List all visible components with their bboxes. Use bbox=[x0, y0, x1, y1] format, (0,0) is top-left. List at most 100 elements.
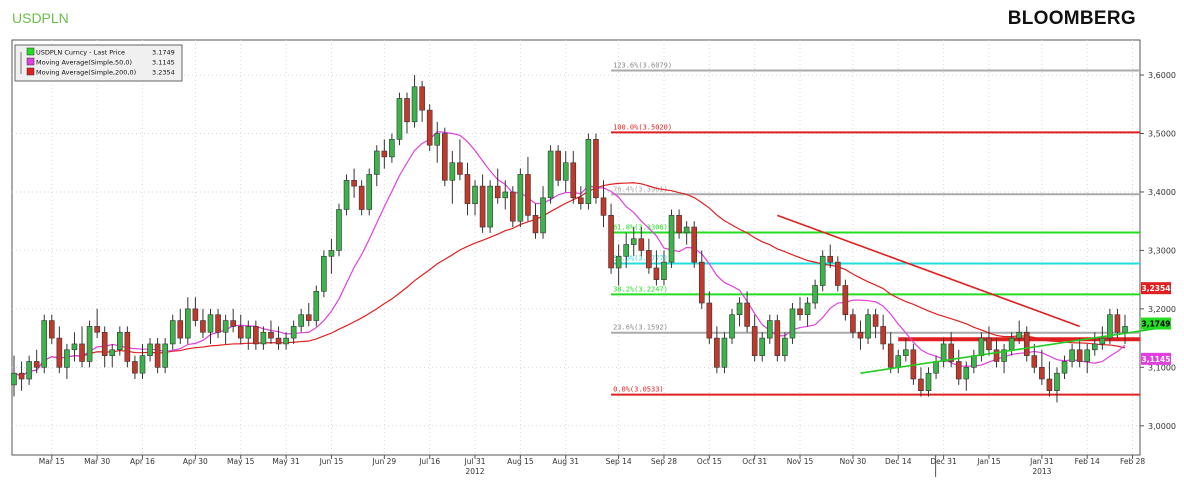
trendlines bbox=[777, 214, 1171, 374]
candle-body bbox=[162, 343, 168, 368]
last-value-tags: 3,2354 3,1749 3,1145 bbox=[1141, 282, 1171, 365]
x-tick-label: Nov 30 bbox=[840, 457, 867, 466]
candle-body bbox=[782, 337, 788, 356]
candle-body bbox=[842, 285, 849, 316]
candle-body bbox=[766, 320, 773, 339]
candle-body bbox=[283, 337, 289, 345]
candle-body bbox=[880, 326, 886, 345]
candle-body bbox=[222, 320, 229, 333]
candle-body bbox=[608, 215, 614, 269]
candle-body bbox=[562, 162, 569, 181]
candle-body bbox=[993, 349, 1000, 362]
candle-body bbox=[185, 308, 191, 339]
candle-body bbox=[169, 320, 176, 345]
candle-body bbox=[147, 343, 153, 356]
candle-body bbox=[615, 255, 622, 269]
candle-body bbox=[729, 314, 735, 339]
candle-body bbox=[253, 326, 259, 345]
candle-body bbox=[449, 162, 456, 181]
candle-body bbox=[366, 174, 373, 210]
candle-body bbox=[177, 320, 184, 339]
candle-body bbox=[585, 139, 592, 204]
candle-body bbox=[630, 238, 637, 245]
legend-swatch bbox=[26, 47, 35, 56]
ticker-label: USDPLN bbox=[12, 10, 69, 26]
candle-body bbox=[132, 361, 138, 374]
candle-body bbox=[721, 337, 728, 368]
candle-body bbox=[1008, 337, 1015, 351]
candle-body bbox=[646, 250, 652, 269]
candle-body bbox=[789, 308, 796, 339]
candle-body bbox=[64, 349, 70, 368]
candle-body bbox=[101, 331, 108, 356]
trendline-downtrend bbox=[777, 214, 1080, 328]
candle-body bbox=[343, 179, 350, 210]
candle-body bbox=[819, 255, 826, 286]
candle-body bbox=[683, 226, 690, 234]
candle-body bbox=[759, 337, 766, 356]
fib-label: 23.6%(3.1592) bbox=[613, 324, 668, 332]
candle-body bbox=[245, 326, 252, 339]
y-tick-label: 3,1000 bbox=[1148, 363, 1176, 372]
x-tick-label: Sep 28 bbox=[651, 457, 677, 466]
candle-body bbox=[411, 86, 418, 123]
candle-body bbox=[1023, 331, 1030, 356]
x-tick-label: Apr 30 bbox=[183, 457, 208, 466]
candle-body bbox=[1099, 337, 1106, 345]
fib-label: 100.0%(3.5020) bbox=[613, 123, 672, 131]
candle-body bbox=[321, 255, 327, 292]
grid bbox=[12, 40, 1140, 455]
candle-body bbox=[1122, 326, 1128, 333]
fib-label: 0.0%(3.0533) bbox=[613, 386, 664, 394]
candle-body bbox=[955, 361, 962, 380]
candle-body bbox=[1069, 349, 1075, 362]
candle-body bbox=[1114, 314, 1121, 333]
value-tag bbox=[1141, 352, 1171, 365]
candle-body bbox=[1084, 349, 1091, 362]
candle-body bbox=[804, 302, 811, 316]
candle-body bbox=[389, 139, 395, 158]
candle-body bbox=[1001, 349, 1007, 362]
candle-body bbox=[494, 185, 501, 199]
candle-body bbox=[336, 209, 342, 251]
candle-body bbox=[676, 215, 682, 234]
legend-value: 3.1145 bbox=[152, 59, 175, 67]
candles bbox=[11, 75, 1128, 403]
candle-body bbox=[1076, 349, 1083, 362]
candle-body bbox=[472, 185, 478, 204]
candle-body bbox=[154, 343, 161, 368]
y-tick-label: 3,3000 bbox=[1148, 246, 1176, 255]
x-tick-label: Mar 30 bbox=[84, 457, 110, 466]
candle-body bbox=[706, 302, 713, 339]
y-axis: 3,6000 3,5000 3,4000 3,3000 3,2000 3,1000 3,00… bbox=[1140, 71, 1176, 431]
candle-body bbox=[593, 139, 599, 199]
candle-body bbox=[570, 162, 577, 199]
candle-body bbox=[948, 343, 954, 362]
ma200-line bbox=[13, 182, 1126, 377]
x-tick-label: Jun 15 bbox=[319, 457, 344, 466]
candle-body bbox=[487, 185, 493, 228]
candle-body bbox=[714, 337, 720, 368]
y-tick-label: 3,2000 bbox=[1148, 305, 1176, 314]
value-tag-label: 3,1145 bbox=[1142, 355, 1171, 364]
candle-body bbox=[26, 361, 32, 380]
candle-body bbox=[827, 255, 834, 263]
candle-body bbox=[1054, 372, 1060, 392]
x-year-label: 2012 bbox=[465, 467, 484, 476]
candle-body bbox=[895, 355, 902, 368]
moving-averages bbox=[13, 131, 1126, 377]
candle-body bbox=[653, 267, 660, 280]
candle-body bbox=[328, 250, 335, 257]
candle-body bbox=[555, 150, 561, 181]
candle-body bbox=[578, 197, 584, 204]
candle-body bbox=[857, 331, 864, 339]
candle-body bbox=[434, 133, 441, 146]
candle-body bbox=[978, 337, 985, 356]
candle-body bbox=[260, 331, 267, 345]
x-tick-label: Feb 28 bbox=[1120, 457, 1145, 466]
candle-body bbox=[79, 343, 85, 362]
candle-body bbox=[835, 261, 841, 286]
candle-body bbox=[56, 337, 63, 368]
candle-body bbox=[124, 331, 131, 362]
